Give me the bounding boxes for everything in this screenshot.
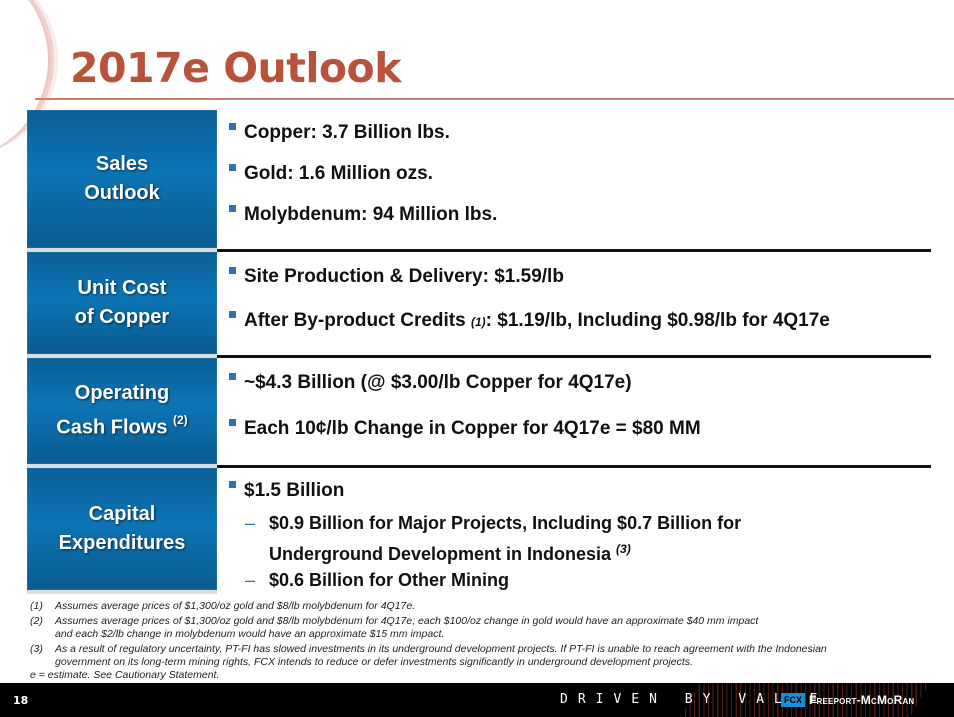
row-content: Copper: 3.7 Billion lbs. Gold: 1.6 Milli…	[217, 110, 931, 252]
square-bullet-icon	[229, 267, 236, 274]
square-bullet-icon	[229, 419, 236, 426]
label-line: Expenditures	[58, 532, 186, 554]
row-label: Sales Outlook	[27, 110, 217, 252]
footnotes: (1) Assumes average prices of $1,300/oz …	[30, 600, 930, 682]
company-logo: FCX Freeport-McMoRan	[781, 693, 914, 707]
page-number: 18	[13, 694, 29, 707]
row-capital-expenditures: Capital Expenditures $1.5 Billion – $0.9…	[27, 468, 931, 594]
row-content: Site Production & Delivery: $1.59/lb Aft…	[217, 252, 931, 358]
row-label: Capital Expenditures	[27, 468, 217, 594]
row-label: Unit Cost of Copper	[27, 252, 217, 358]
bullet-text: Molybdenum: 94 Million lbs.	[244, 204, 498, 225]
row-sales-outlook: Sales Outlook Copper: 3.7 Billion lbs. G…	[27, 110, 931, 252]
dash-bullet-icon: –	[245, 570, 256, 590]
bullet-text: Copper: 3.7 Billion lbs.	[244, 122, 450, 143]
row-content: ~$4.3 Billion (@ $3.00/lb Copper for 4Q1…	[217, 358, 931, 468]
bullet-item: ~$4.3 Billion (@ $3.00/lb Copper for 4Q1…	[229, 372, 931, 418]
row-operating-cash-flows: Operating Cash Flows (2) ~$4.3 Billion (…	[27, 358, 931, 468]
footnote-number: (1)	[30, 600, 43, 612]
label-line: Capital	[88, 503, 156, 525]
square-bullet-icon	[229, 123, 236, 130]
footnote-text: Assumes average prices of $1,300/oz gold…	[55, 615, 759, 627]
sub-item-text: $0.6 Billion for Other Mining	[269, 570, 510, 590]
logo-text: Freeport-McMoRan	[809, 693, 915, 707]
bullet-text: Each 10¢/lb Change in Copper for 4Q17e =…	[244, 418, 701, 439]
square-bullet-icon	[229, 373, 236, 380]
row-content: $1.5 Billion – $0.9 Billion for Major Pr…	[217, 468, 931, 594]
dash-bullet-icon: –	[245, 513, 256, 533]
bullet-item: Gold: 1.6 Million ozs.	[229, 163, 931, 204]
footnote-text: government on its long-term mining right…	[55, 656, 693, 668]
bullet-text: Gold: 1.6 Million ozs.	[244, 163, 433, 184]
sub-item: – $0.9 Billion for Major Projects, Inclu…	[229, 510, 931, 567]
sub-item-text: Underground Development in Indonesia	[269, 544, 612, 564]
outlook-table: Sales Outlook Copper: 3.7 Billion lbs. G…	[27, 110, 931, 594]
square-bullet-icon	[229, 164, 236, 171]
bullet-text: $1.5 Billion	[244, 480, 345, 501]
label-line: Operating	[74, 382, 170, 405]
label-line: Outlook	[84, 182, 160, 204]
footnote: (2) Assumes average prices of $1,300/oz …	[30, 615, 930, 641]
tagline: DRIVEN BY VALUE	[560, 692, 828, 707]
estimate-note: e = estimate. See Cautionary Statement.	[30, 669, 220, 681]
fcx-logo-icon: FCX	[781, 693, 805, 707]
footnote-ref: (3)	[616, 542, 631, 556]
label-line: Sales	[95, 153, 149, 175]
footnote-text: and each $2/lb change in molybdenum woul…	[55, 628, 445, 640]
label-line: of Copper	[74, 306, 170, 328]
bullet-item: After By-product Credits (1): $1.19/lb, …	[229, 310, 931, 354]
sub-item-text: $0.9 Billion for Major Projects, Includi…	[269, 513, 742, 533]
footnote-number: (2)	[30, 615, 43, 627]
square-bullet-icon	[229, 205, 236, 212]
square-bullet-icon	[229, 311, 236, 318]
footnote-text: Assumes average prices of $1,300/oz gold…	[55, 600, 416, 612]
footnote: (3) As a result of regulatory uncertaint…	[30, 643, 930, 669]
page-title: 2017e Outlook	[70, 44, 402, 92]
bullet-item: Molybdenum: 94 Million lbs.	[229, 204, 931, 245]
title-divider	[35, 98, 954, 100]
footnote-ref: (1)	[470, 315, 486, 329]
label-line: Unit Cost	[77, 277, 167, 299]
row-label: Operating Cash Flows (2)	[27, 358, 217, 468]
bullet-text: After By-product Credits	[244, 310, 466, 331]
footnote: (1) Assumes average prices of $1,300/oz …	[30, 600, 930, 613]
bullet-item: $1.5 Billion	[229, 480, 931, 510]
bullet-item: Copper: 3.7 Billion lbs.	[229, 122, 931, 163]
footnote-text: As a result of regulatory uncertainty, P…	[55, 643, 827, 655]
square-bullet-icon	[229, 481, 236, 488]
bullet-item: Site Production & Delivery: $1.59/lb	[229, 266, 931, 310]
bullet-text: Site Production & Delivery: $1.59/lb	[244, 266, 564, 287]
bullet-text: : $1.19/lb, Including $0.98/lb for 4Q17e	[485, 310, 830, 331]
footnote-number: (3)	[30, 643, 43, 655]
bullet-item: Each 10¢/lb Change in Copper for 4Q17e =…	[229, 418, 931, 464]
label-line: Cash Flows	[56, 416, 168, 439]
row-unit-cost: Unit Cost of Copper Site Production & De…	[27, 252, 931, 358]
footer-bar: 18 DRIVEN BY VALUE FCX Freeport-McMoRan	[0, 683, 954, 717]
sub-item: – $0.6 Billion for Other Mining	[229, 567, 931, 593]
footnote-ref: (2)	[173, 413, 188, 428]
bullet-text: ~$4.3 Billion (@ $3.00/lb Copper for 4Q1…	[244, 372, 632, 393]
